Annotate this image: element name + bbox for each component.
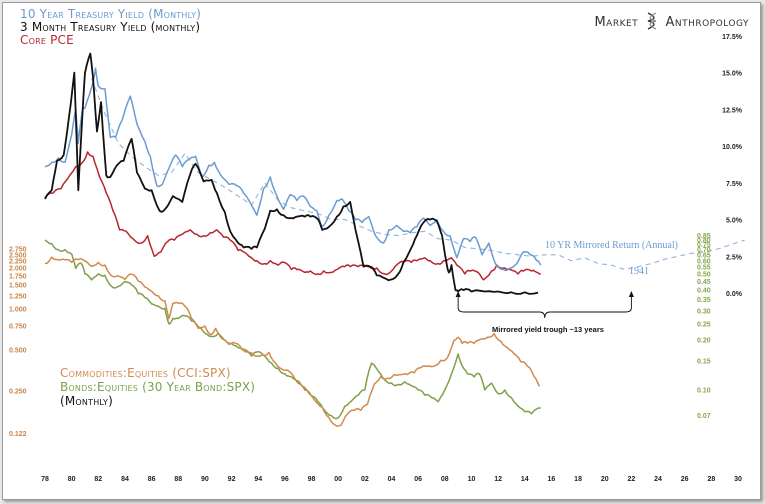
y-bond-tick-label: 0.80 [697,238,711,245]
y-bond-tick-label: 0.15 [697,358,711,365]
x-tick-label: 86 [148,476,156,483]
y-bond-tick-label: 0.20 [697,338,711,345]
y-bond-tick-label: 0.35 [697,297,711,304]
x-tick-label: 10 [468,476,476,483]
x-tick-label: 26 [681,476,689,483]
arrow-up-icon [628,291,634,297]
legend-10y-yield: 10 Year Treasury Yield (Monthly) [20,7,202,21]
x-tick-label: 90 [201,476,209,483]
y-right-tick-label: 10.0% [722,144,743,151]
x-tick-label: 24 [654,476,662,483]
y-bond-tick-label: 0.85 [697,233,711,240]
y-bond-tick-label: 0.70 [697,247,711,254]
y-bond-tick-label: 0.50 [697,271,711,278]
legend-3m-yield: 3 Month Treasury Yield (monthly) [20,20,201,34]
series-line-commodities-equities-cci-spx- [44,256,541,428]
trough-bracket [457,296,632,319]
x-tick-label: 22 [627,476,635,483]
y-left-tick-label: 2.500 [9,252,27,259]
dna-helix-icon [647,12,657,30]
x-tick-label: 96 [281,476,289,483]
y-left-tick-label: 2.750 [9,247,27,254]
legend-core-pce: Core PCE [20,33,74,47]
x-tick-label: 98 [308,476,316,483]
brand-left: Market [594,15,639,30]
y-right-tick-label: 7.5% [726,181,743,188]
x-tick-label: 80 [68,476,76,483]
x-tick-label: 06 [414,476,422,483]
annotation-trough: Mirrored yield trough ~13 years [492,325,604,334]
series-line-bonds-equities-30-year-bond-spx- [44,239,541,420]
y-left-tick-label: 2.000 [9,266,27,273]
y-right-tick-label: 15.0% [722,71,743,78]
y-left-tick-label: 0.750 [9,324,27,331]
x-tick-label: 30 [734,476,742,483]
y-bond-tick-label: 0.40 [697,288,711,295]
y-right-tick-label: 17.5% [722,34,743,41]
series-line-core-pce [44,151,541,281]
y-right-tick-label: 12.5% [722,107,743,114]
y-bond-tick-label: 0.07 [697,413,711,420]
y-left-tick-label: 1.500 [9,283,27,290]
y-left-tick-label: 1.750 [9,273,27,280]
annotation-1941: 1941 [629,266,649,277]
x-tick-label: 14 [521,476,529,483]
y-left-tick-label: 0.250 [9,389,27,396]
x-tick-label: 16 [548,476,556,483]
x-tick-label: 78 [41,476,49,483]
legend-cci-spx: Commodities:Equities (CCI:SPX) [60,366,231,380]
x-tick-label: 94 [254,476,262,483]
arrow-up-icon [455,291,461,297]
annotation-mirrored-return: 10 YR Mirrored Return (Annual) [545,240,678,251]
x-tick-label: 04 [388,476,396,483]
x-tick-label: 12 [494,476,502,483]
legend-monthly: (Monthly) [60,394,113,408]
y-bond-tick-label: 0.10 [697,388,711,395]
x-tick-label: 08 [441,476,449,483]
series-line-10-year-treasury-yield-monthly- [44,67,542,272]
x-tick-label: 18 [574,476,582,483]
y-bond-tick-label: 0.45 [697,279,711,286]
x-tick-label: 84 [121,476,129,483]
x-tick-label: 82 [94,476,102,483]
brand-right: Anthropology [665,15,749,30]
y-right-tick-label: 0.0% [726,291,743,298]
y-left-tick-label: 0.122 [9,431,27,438]
legend-bottom: Commodities:Equities (CCI:SPX) Bonds:Equ… [60,366,255,408]
y-bond-tick-label: 0.75 [697,242,711,249]
x-tick-label: 92 [228,476,236,483]
y-right-tick-label: 5.0% [726,218,743,225]
y-bond-tick-label: 0.30 [697,308,711,315]
y-bond-tick-label: 0.55 [697,265,711,272]
y-left-tick-label: 1.250 [9,293,27,300]
x-tick-label: 00 [334,476,342,483]
x-tick-label: 88 [174,476,182,483]
y-left-tick-label: 1.000 [9,307,27,314]
y-left-tick-label: 0.500 [9,348,27,355]
y-bond-tick-label: 0.60 [697,258,711,265]
y-bond-tick-label: 0.65 [697,252,711,259]
x-tick-label: 28 [707,476,715,483]
y-bond-tick-label: 0.25 [697,321,711,328]
y-left-tick-label: 2.250 [9,259,27,266]
x-tick-label: 02 [361,476,369,483]
series-line-3-month-treasury-yield-monthly- [44,52,539,295]
legend-top: 10 Year Treasury Yield (Monthly) 3 Month… [20,8,201,47]
y-right-tick-label: 2.5% [726,254,743,261]
brand-logo: Market Anthropology [594,8,749,30]
legend-bond-spx: Bonds:Equities (30 Year Bond:SPX) [60,380,256,394]
x-tick-label: 20 [601,476,609,483]
